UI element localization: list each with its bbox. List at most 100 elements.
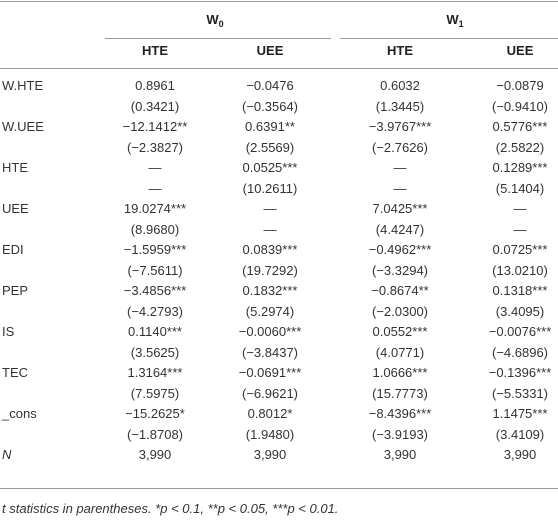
group-header: W1 bbox=[446, 12, 463, 32]
t-statistic: — bbox=[393, 180, 407, 196]
coefficient: 0.0552*** bbox=[372, 324, 428, 339]
column-header: UEE bbox=[256, 43, 284, 58]
t-statistic: (19.7292) bbox=[242, 262, 298, 278]
coefficient: −0.1396*** bbox=[488, 365, 552, 380]
t-statistic: — bbox=[263, 221, 277, 237]
coefficient: −0.8674** bbox=[371, 283, 429, 298]
column-header: UEE bbox=[506, 43, 534, 58]
group-label: W bbox=[446, 12, 459, 27]
coefficient: −0.4962*** bbox=[368, 242, 432, 257]
coefficient: 0.1832*** bbox=[242, 283, 298, 298]
coefficient: 0.0839*** bbox=[242, 242, 298, 257]
coefficient: 0.0525*** bbox=[242, 160, 298, 175]
t-statistic: (2.5569) bbox=[245, 139, 295, 155]
row-label: HTE bbox=[2, 160, 28, 175]
footnote: t statistics in parentheses. *p < 0.1, *… bbox=[2, 501, 339, 516]
column-header: HTE bbox=[142, 43, 168, 58]
t-statistic: (1.3445) bbox=[375, 98, 425, 114]
row-label: UEE bbox=[2, 201, 29, 216]
coefficient: 0.8961 bbox=[135, 78, 175, 93]
t-statistic: — bbox=[148, 180, 162, 196]
t-statistic: (−5.5331) bbox=[491, 385, 549, 401]
t-statistic: (−6.9621) bbox=[241, 385, 299, 401]
coefficient: — bbox=[513, 201, 527, 216]
coefficient: −0.0879 bbox=[496, 78, 544, 93]
coefficient: 0.6032 bbox=[380, 78, 420, 93]
coefficient: 0.6391** bbox=[245, 119, 295, 134]
coefficient: 3,990 bbox=[383, 447, 417, 462]
coefficient: 19.0274*** bbox=[123, 201, 187, 216]
coefficient: −3.4856*** bbox=[123, 283, 187, 298]
top-rule bbox=[0, 1, 558, 2]
coefficient: −15.2625* bbox=[125, 406, 185, 421]
t-statistic: (3.4095) bbox=[495, 303, 545, 319]
row-label: N bbox=[2, 447, 12, 462]
row-label: W.HTE bbox=[2, 78, 44, 93]
coefficient: 0.1318*** bbox=[492, 283, 548, 298]
group-header: W0 bbox=[206, 12, 223, 32]
coefficient: −0.0691*** bbox=[238, 365, 302, 380]
t-statistic: (−0.3564) bbox=[241, 98, 299, 114]
row-label: W.UEE bbox=[2, 119, 44, 134]
coefficient: 0.0725*** bbox=[492, 242, 548, 257]
coefficient: — bbox=[148, 160, 162, 175]
t-statistic: (8.9680) bbox=[130, 221, 180, 237]
t-statistic: (3.5625) bbox=[130, 344, 180, 360]
t-statistic: (−4.2793) bbox=[126, 303, 184, 319]
t-statistic: (10.2611) bbox=[242, 180, 298, 196]
coefficient: −3.9767*** bbox=[368, 119, 432, 134]
coefficient: −0.0476 bbox=[246, 78, 294, 93]
column-header: HTE bbox=[387, 43, 413, 58]
t-statistic: (−4.6896) bbox=[491, 344, 549, 360]
t-statistic: (−7.5611) bbox=[127, 262, 183, 278]
group-rule bbox=[340, 38, 558, 39]
t-statistic: (3.4109) bbox=[495, 426, 545, 442]
t-statistic: (5.1404) bbox=[495, 180, 545, 196]
row-label: EDI bbox=[2, 242, 24, 257]
t-statistic: (7.5975) bbox=[130, 385, 180, 401]
coefficient: 0.1140*** bbox=[128, 324, 182, 339]
t-statistic: (13.0210) bbox=[492, 262, 548, 278]
row-label: IS bbox=[2, 324, 15, 339]
t-statistic: (0.3421) bbox=[130, 98, 180, 114]
t-statistic: — bbox=[513, 221, 527, 237]
coefficient: 3,990 bbox=[503, 447, 537, 462]
t-statistic: (4.0771) bbox=[375, 344, 425, 360]
coefficient: −12.1412** bbox=[122, 119, 188, 134]
group-subscript: 0 bbox=[218, 19, 224, 29]
coefficient: 1.1475*** bbox=[492, 406, 548, 421]
t-statistic: (−1.8708) bbox=[126, 426, 184, 442]
coefficient: 7.0425*** bbox=[372, 201, 428, 216]
coefficient: 0.5776*** bbox=[492, 119, 548, 134]
coefficient: −8.4396*** bbox=[368, 406, 432, 421]
coefficient: — bbox=[263, 201, 277, 216]
coefficient: 1.3164*** bbox=[127, 365, 183, 380]
coefficient: — bbox=[393, 160, 407, 175]
group-label: W bbox=[206, 12, 219, 27]
coefficient: −1.5959*** bbox=[123, 242, 187, 257]
t-statistic: (15.7773) bbox=[372, 385, 428, 401]
t-statistic: (−3.8437) bbox=[241, 344, 299, 360]
coefficient: −0.0076*** bbox=[488, 324, 552, 339]
coefficient: 3,990 bbox=[138, 447, 172, 462]
t-statistic: (−2.3827) bbox=[126, 139, 184, 155]
coefficient: 1.0666*** bbox=[372, 365, 428, 380]
t-statistic: (5.2974) bbox=[245, 303, 295, 319]
t-statistic: (−2.7626) bbox=[371, 139, 429, 155]
row-label: TEC bbox=[2, 365, 28, 380]
t-statistic: (−3.9193) bbox=[371, 426, 429, 442]
coefficient: 0.1289*** bbox=[492, 160, 548, 175]
t-statistic: (2.5822) bbox=[495, 139, 545, 155]
t-statistic: (4.4247) bbox=[375, 221, 425, 237]
group-subscript: 1 bbox=[458, 19, 464, 29]
coefficient: −0.0060*** bbox=[238, 324, 302, 339]
t-statistic: (−0.9410) bbox=[491, 98, 549, 114]
row-label: PEP bbox=[2, 283, 29, 298]
row-label: _cons bbox=[2, 406, 37, 421]
header-rule bbox=[0, 68, 558, 69]
t-statistic: (−3.3294) bbox=[371, 262, 429, 278]
t-statistic: (1.9480) bbox=[245, 426, 295, 442]
t-statistic: (−2.0300) bbox=[371, 303, 429, 319]
group-rule bbox=[105, 38, 331, 39]
